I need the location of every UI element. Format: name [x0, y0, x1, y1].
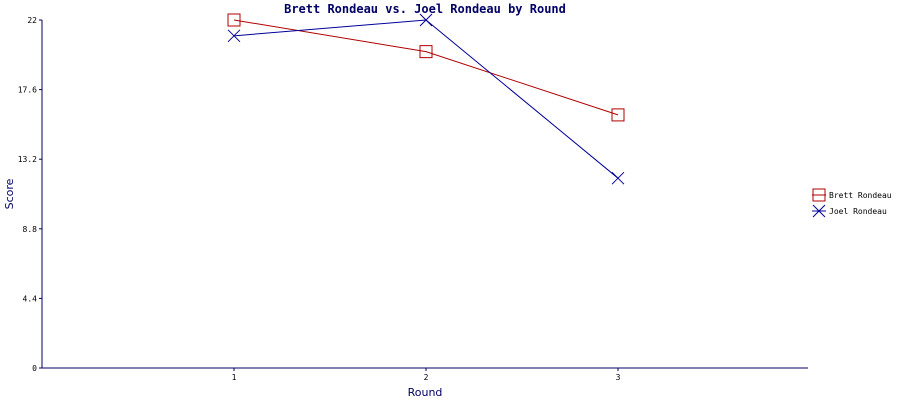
data-point-joel-rondeau-3 — [611, 171, 625, 185]
data-point-brett-rondeau-2 — [419, 45, 433, 59]
series-line-brett-rondeau — [233, 19, 619, 116]
series-line-joel-rondeau — [233, 19, 619, 179]
data-point-brett-rondeau-1 — [227, 13, 241, 27]
legend-label-brett-rondeau: Brett Rondeau — [829, 191, 892, 200]
series-layer — [227, 13, 625, 185]
x-tick-label: 1 — [232, 373, 237, 382]
y-tick-label: 17.6 — [18, 86, 37, 95]
y-ticks: 0 4.4 8.8 13.2 17.6 22 — [18, 16, 42, 373]
legend-label-joel-rondeau: Joel Rondeau — [829, 207, 887, 216]
chart-title: Brett Rondeau vs. Joel Rondeau by Round — [284, 2, 566, 16]
x-ticks: 1 2 3 — [232, 368, 621, 382]
data-point-brett-rondeau-3 — [611, 108, 625, 122]
legend-marker-joel-rondeau — [812, 204, 826, 218]
data-point-joel-rondeau-1 — [227, 29, 241, 43]
x-tick-label: 3 — [616, 373, 621, 382]
y-tick-label: 8.8 — [23, 225, 38, 234]
legend: Brett Rondeau Joel Rondeau — [812, 188, 892, 218]
y-tick-label: 4.4 — [23, 294, 38, 303]
data-point-joel-rondeau-2 — [419, 13, 433, 27]
x-axis-label: Round — [408, 386, 443, 399]
y-axis-label: Score — [3, 178, 16, 209]
legend-marker-brett-rondeau — [812, 188, 826, 202]
y-tick-label: 0 — [32, 364, 37, 373]
y-tick-label: 13.2 — [18, 155, 37, 164]
axes — [41, 20, 808, 369]
x-tick-label: 2 — [424, 373, 429, 382]
y-tick-label: 22 — [27, 16, 37, 25]
